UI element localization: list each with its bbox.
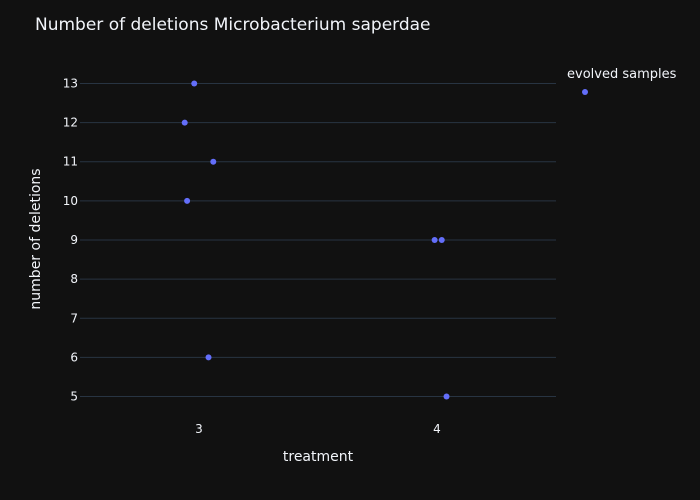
legend-marker: [582, 89, 588, 95]
chart-title: Number of deletions Microbacterium saper…: [35, 15, 431, 35]
legend-label: evolved samples: [567, 67, 677, 82]
data-point[interactable]: [210, 158, 217, 165]
data-point[interactable]: [443, 393, 450, 400]
y-tick-label: 5: [70, 390, 78, 404]
data-point[interactable]: [438, 237, 445, 243]
data-point[interactable]: [181, 119, 188, 126]
data-point[interactable]: [184, 197, 191, 204]
y-tick-label: 9: [70, 233, 78, 247]
y-axis-title: number of deletions: [28, 168, 44, 309]
y-tick-label: 6: [70, 350, 78, 364]
x-tick-label: 3: [195, 422, 203, 436]
x-axis-title: treatment: [283, 449, 354, 465]
data-point[interactable]: [205, 354, 212, 361]
y-tick-label: 8: [70, 272, 78, 286]
y-tick-label: 13: [63, 76, 78, 90]
data-points: [181, 80, 450, 400]
y-tick-labels: 5 6 7 8 9 10 11 12 13: [63, 76, 78, 403]
legend[interactable]: evolved samples: [567, 67, 677, 95]
y-tick-label: 7: [70, 311, 78, 325]
y-tick-label: 11: [63, 155, 78, 169]
x-tick-label: 4: [433, 422, 441, 436]
data-point[interactable]: [191, 80, 198, 87]
gridlines: [80, 82, 556, 398]
y-tick-label: 12: [63, 116, 78, 130]
y-tick-label: 10: [63, 194, 78, 208]
data-point[interactable]: [431, 237, 438, 243]
